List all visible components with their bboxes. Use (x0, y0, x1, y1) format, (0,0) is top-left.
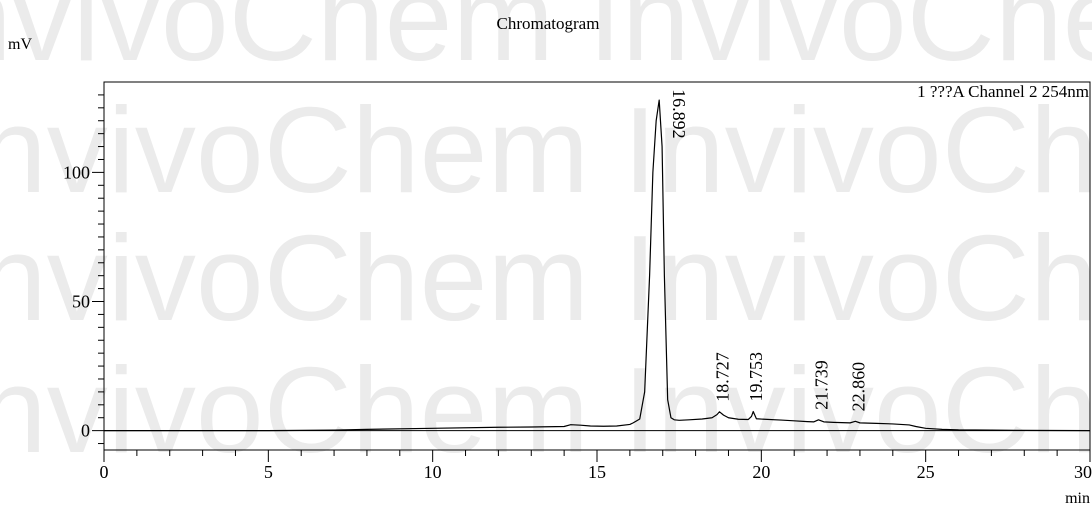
y-axis-label: mV (8, 36, 32, 53)
watermark-text: InvivoChem InvivoChem (0, 342, 1092, 478)
y-tick-label: 50 (72, 292, 90, 312)
x-tick-label: 25 (917, 462, 935, 482)
x-tick-label: 20 (752, 462, 770, 482)
peak-label: 19.753 (746, 352, 766, 402)
x-axis-label: min (1065, 490, 1090, 507)
y-tick-label: 100 (63, 162, 90, 182)
channel-label: 1 ???A Channel 2 254nm (917, 82, 1089, 101)
axes: 0 5 10 15 20 25 30 0 50 100 (63, 81, 1092, 482)
x-tick-label: 0 (100, 462, 109, 482)
chromatogram-trace (104, 99, 1091, 432)
x-tick-label: 30 (1074, 462, 1092, 482)
watermark-text: InvivoChem InvivoChem (0, 210, 1092, 346)
peak-label: 21.739 (811, 360, 831, 410)
peak-label: 22.860 (848, 362, 868, 412)
plot-area (104, 99, 1091, 432)
watermark-text: InvivoChem InvivoChem (0, 0, 1092, 86)
peak-label: 18.727 (712, 352, 732, 402)
peak-label: 16.892 (669, 89, 689, 139)
watermark-text: InvivoChem InvivoChem (0, 82, 1092, 218)
y-tick-label: 0 (81, 421, 90, 441)
peak-labels: 16.892 18.727 19.753 21.739 22.860 (669, 89, 868, 411)
watermark: InvivoChem InvivoChemInvivoChem InvivoCh… (0, 0, 1092, 478)
x-tick-label: 5 (264, 462, 273, 482)
chart-title: Chromatogram (497, 14, 600, 33)
x-tick-label: 15 (588, 462, 606, 482)
x-tick-label: 10 (424, 462, 442, 482)
